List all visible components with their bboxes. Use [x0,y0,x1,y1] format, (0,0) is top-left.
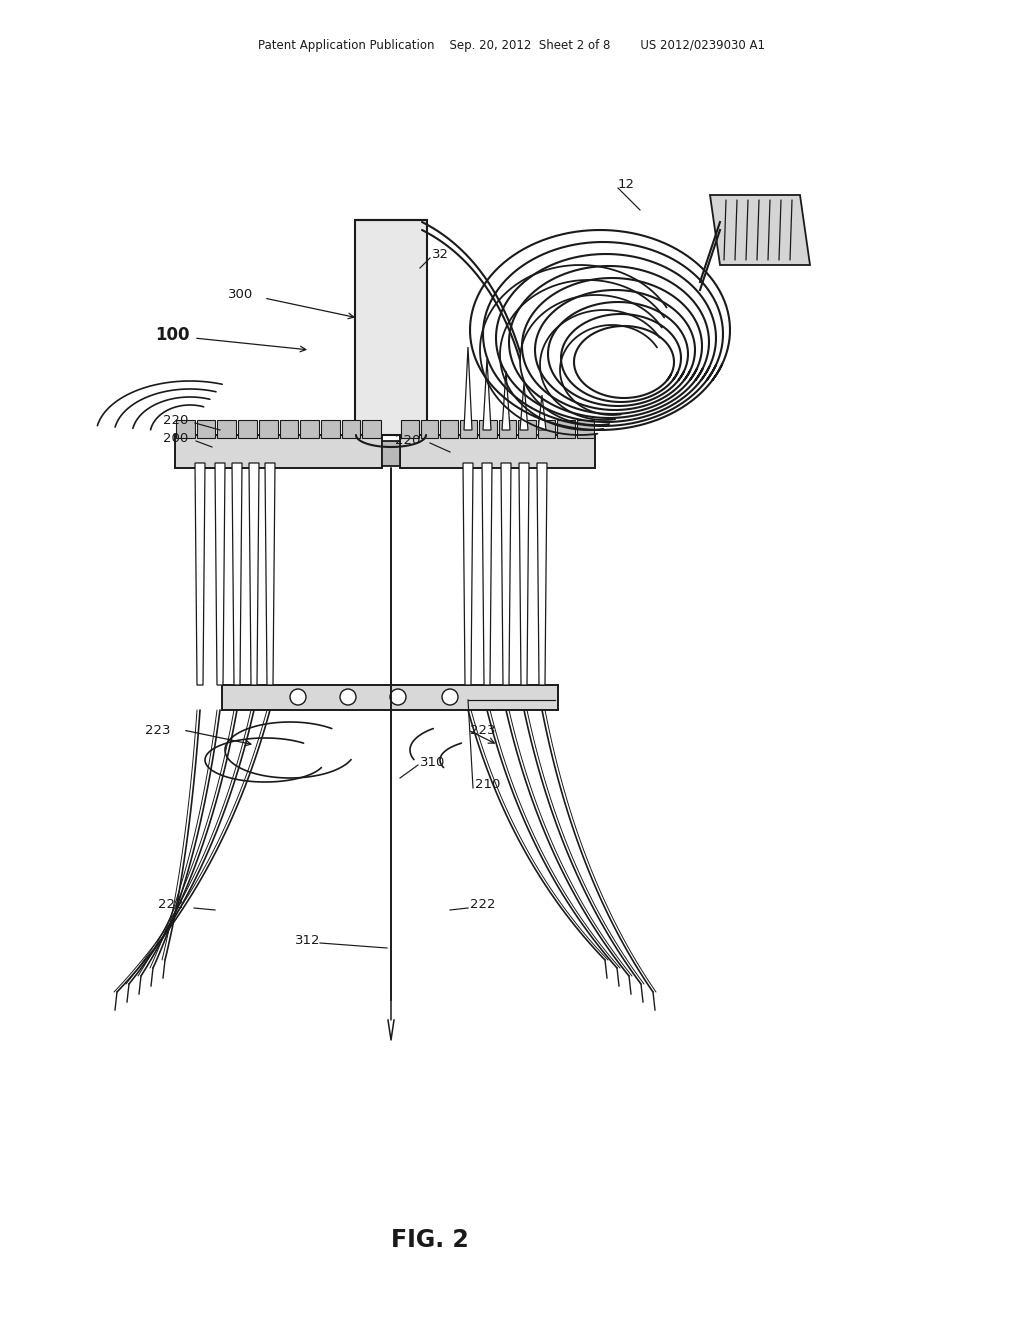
Polygon shape [537,463,547,685]
Text: 223: 223 [470,723,496,737]
Bar [217,420,237,438]
Polygon shape [249,463,259,685]
Text: Patent Application Publication    Sep. 20, 2012  Sheet 2 of 8        US 2012/023: Patent Application Publication Sep. 20, … [258,38,766,51]
Bar [342,420,360,438]
Text: 210: 210 [475,779,501,792]
Circle shape [442,689,458,705]
Polygon shape [195,463,205,685]
Text: 310: 310 [420,755,445,768]
Text: 222: 222 [470,899,496,912]
Bar [400,436,595,469]
Bar [321,420,340,438]
Bar [259,420,278,438]
Text: FIG. 2: FIG. 2 [391,1228,469,1251]
Text: 300: 300 [228,289,253,301]
Polygon shape [232,463,242,685]
Polygon shape [502,371,510,430]
Bar [440,420,458,438]
Polygon shape [215,463,225,685]
Circle shape [390,689,406,705]
Text: 200: 200 [163,432,188,445]
Polygon shape [520,383,528,430]
Text: 223: 223 [145,723,171,737]
Text: 220: 220 [163,413,188,426]
Bar [479,420,497,438]
Text: 220: 220 [395,433,421,446]
Bar [460,420,477,438]
Bar [382,441,400,466]
Bar [222,685,558,710]
Text: 312: 312 [295,933,321,946]
Bar [280,420,298,438]
Bar [239,420,257,438]
Bar [401,420,419,438]
Bar [355,220,427,436]
Bar [577,420,594,438]
Polygon shape [501,463,511,685]
Polygon shape [519,463,529,685]
Polygon shape [463,463,473,685]
Bar [421,420,438,438]
Polygon shape [538,395,546,430]
Bar [538,420,555,438]
Bar [557,420,574,438]
Bar [176,420,195,438]
Bar [518,420,536,438]
Bar [197,420,215,438]
Text: 12: 12 [618,178,635,191]
Text: 222: 222 [158,899,183,912]
Polygon shape [483,359,490,430]
Polygon shape [482,463,492,685]
Polygon shape [265,463,275,685]
Polygon shape [710,195,810,265]
Bar [300,420,318,438]
Bar [362,420,381,438]
Circle shape [290,689,306,705]
Bar [499,420,516,438]
Bar [175,436,382,469]
Circle shape [340,689,356,705]
Text: 100: 100 [155,326,189,345]
Polygon shape [464,347,472,430]
Text: 32: 32 [432,248,449,261]
